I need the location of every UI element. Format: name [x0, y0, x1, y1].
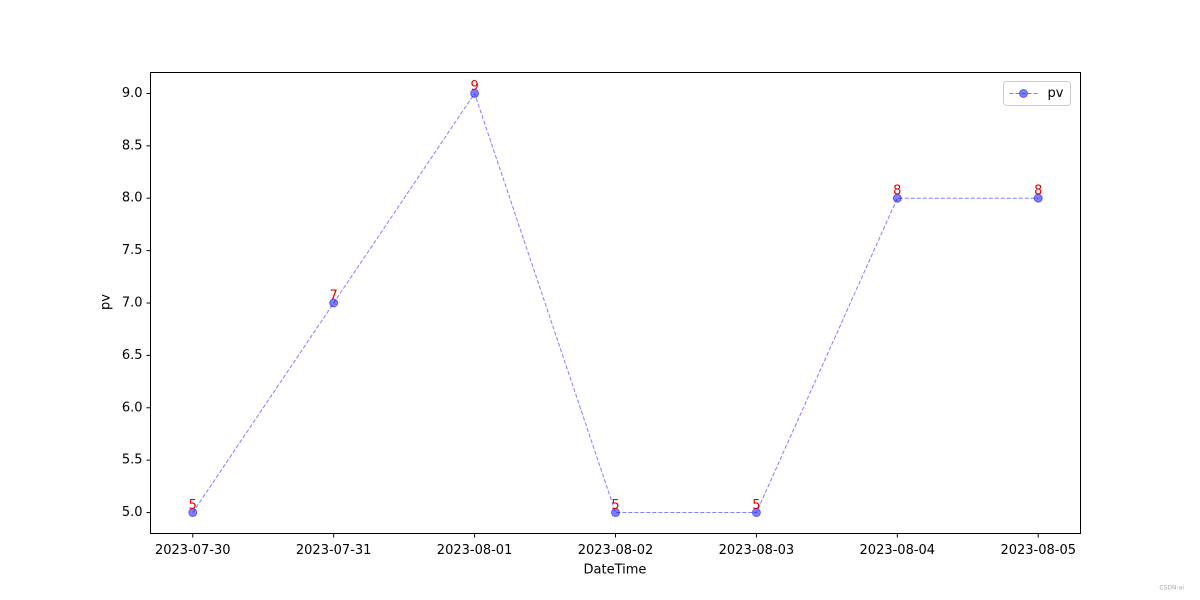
x-tick-label: 2023-08-05 — [1000, 543, 1076, 558]
y-tick-label: 7.5 — [122, 243, 143, 258]
data-point — [611, 508, 620, 518]
x-tick-label: 2023-08-01 — [437, 543, 513, 558]
y-tick-label: 6.0 — [122, 400, 143, 415]
watermark: CSDN-ai — [1159, 585, 1184, 592]
data-label: 5 — [752, 498, 760, 513]
y-tick-label: 7.0 — [122, 296, 143, 311]
x-tick-label: 2023-07-30 — [155, 543, 231, 558]
data-point — [188, 508, 198, 518]
data-label: 9 — [470, 79, 478, 94]
y-tick-label: 5.5 — [122, 453, 143, 468]
x-tick-label: 2023-08-03 — [719, 543, 795, 558]
data-label: 5 — [189, 498, 197, 513]
y-axis-label: pv — [99, 294, 114, 310]
y-tick-label: 8.0 — [122, 191, 143, 206]
data-point — [1033, 193, 1043, 203]
y-tick-label: 5.0 — [122, 505, 143, 520]
plot-frame — [150, 72, 1081, 534]
data-label: 5 — [611, 498, 619, 513]
y-tick-label: 9.0 — [122, 86, 143, 101]
x-tick-label: 2023-08-02 — [578, 543, 654, 558]
data-label: 7 — [330, 289, 338, 304]
legend-label: pv — [1048, 86, 1064, 101]
y-tick-label: 6.5 — [122, 348, 143, 363]
x-tick-label: 2023-07-31 — [296, 543, 372, 558]
legend: pv — [1003, 81, 1071, 106]
data-point — [751, 508, 761, 518]
y-tick-label: 8.5 — [122, 138, 143, 153]
data-point — [470, 88, 480, 98]
data-point — [329, 298, 339, 308]
series-line — [192, 92, 1039, 514]
x-axis-label: DateTime — [584, 563, 647, 578]
data-label: 8 — [1034, 184, 1042, 199]
data-label: 8 — [893, 184, 901, 199]
legend-marker — [1019, 89, 1028, 98]
x-tick-label: 2023-08-04 — [860, 543, 936, 558]
data-point — [892, 193, 902, 203]
